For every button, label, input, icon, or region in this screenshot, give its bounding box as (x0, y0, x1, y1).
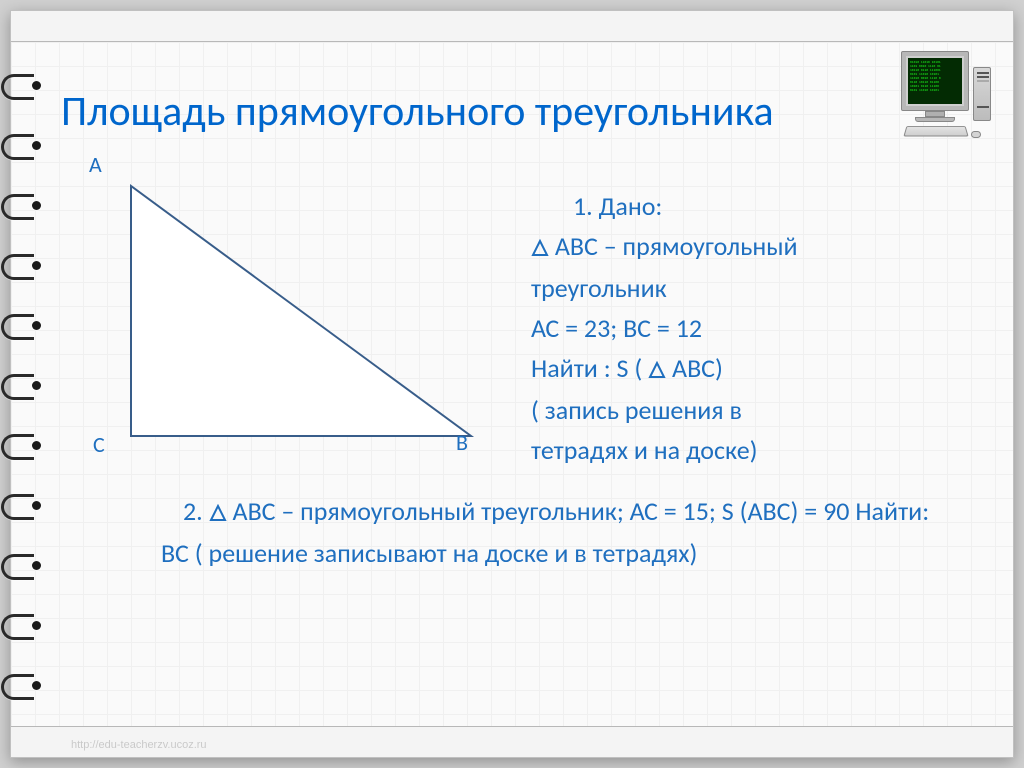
triangle-diagram (101, 156, 501, 466)
p2-line2: S (ABC) = 90 (722, 495, 850, 527)
spiral-ring (0, 132, 37, 158)
triangle-icon (648, 350, 666, 390)
vertex-label-c: C (93, 431, 105, 458)
p1-line2-text: АВС – прямоугольный (549, 230, 798, 262)
p1-line1: 1. Дано: (531, 186, 971, 226)
p1-line3: треугольник (531, 268, 971, 308)
spiral-binding (0, 55, 37, 715)
problem-2-text: 2. АВС – прямоугольный треугольник; АС =… (161, 491, 961, 573)
spiral-ring (0, 492, 37, 518)
p1-line2: АВС – прямоугольный (531, 226, 971, 268)
triangle-icon (531, 228, 549, 268)
p2-line1: 2. АВС – прямоугольный треугольник; АС =… (161, 495, 722, 527)
p1-line5: Найти : S ( АВС) (531, 348, 971, 390)
screen-icon: 01010 11010 101011101 0010 1110 0110110 … (908, 58, 962, 104)
footer-url: http://edu-teacherzv.ucoz.ru (71, 739, 207, 751)
spiral-ring (0, 432, 37, 458)
spiral-ring (0, 552, 37, 578)
p2-line1-after: АВС – прямоугольный треугольник; АС = 15… (227, 495, 716, 527)
problem-1-text: 1. Дано: АВС – прямоугольный треугольник… (531, 186, 971, 470)
monitor-base-icon (915, 117, 955, 122)
p1-line4: АС = 23; ВС = 12 (531, 308, 971, 348)
spiral-ring (0, 192, 37, 218)
tower-icon (973, 67, 991, 121)
spiral-ring (0, 672, 37, 698)
slide: Площадь прямоугольного треугольника 0101… (10, 10, 1014, 758)
spiral-ring (0, 312, 37, 338)
mouse-icon (971, 131, 981, 138)
p1-line5-after: АВС) (666, 352, 723, 384)
p1-line7: тетрадях и на доске) (531, 430, 971, 470)
p2-line4: ( решение записывают на доске и в тетрад… (195, 537, 698, 569)
p1-line5-before: Найти : S ( (531, 352, 648, 384)
triangle-shape (131, 186, 471, 436)
p2-line1-before: 2. (183, 495, 203, 527)
p1-line6: ( запись решения в (531, 390, 971, 430)
computer-icon: 01010 11010 101011101 0010 1110 0110110 … (901, 51, 991, 147)
triangle-icon (209, 493, 227, 533)
slide-title: Площадь прямоугольного треугольника (61, 86, 774, 137)
triangle-svg (101, 156, 501, 466)
spiral-ring (0, 612, 37, 638)
spiral-ring (0, 72, 37, 98)
spiral-ring (0, 372, 37, 398)
spiral-ring (0, 252, 37, 278)
monitor-icon: 01010 11010 101011101 0010 1110 0110110 … (901, 51, 969, 111)
keyboard-icon (903, 126, 968, 136)
vertex-label-b: B (456, 429, 468, 456)
vertex-label-a: A (89, 151, 102, 178)
